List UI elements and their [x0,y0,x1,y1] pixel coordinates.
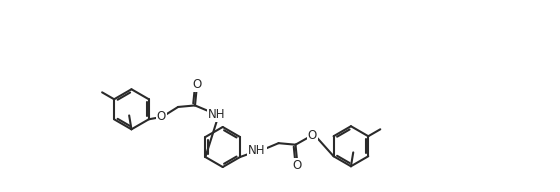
Text: O: O [308,129,317,142]
Text: NH: NH [208,108,225,121]
Text: NH: NH [248,144,266,157]
Text: O: O [192,78,201,91]
Text: O: O [292,159,302,172]
Text: O: O [156,110,166,123]
